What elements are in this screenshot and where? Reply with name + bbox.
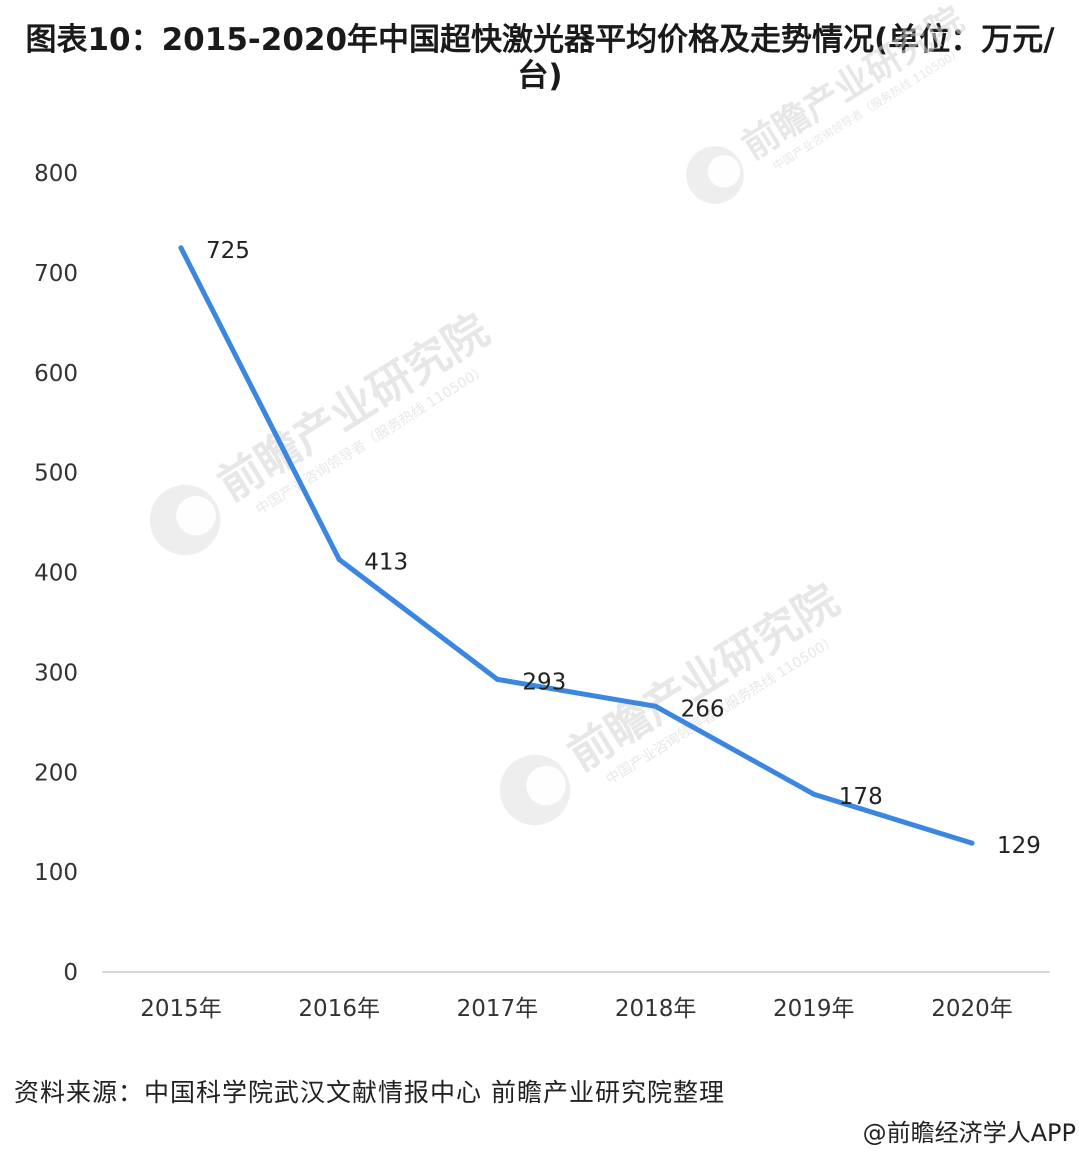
data-label: 413 — [364, 550, 408, 576]
y-tick-label: 300 — [34, 660, 78, 686]
watermark-logo-cutout — [176, 495, 216, 536]
watermark-name: 前瞻产业研究院 — [210, 305, 498, 511]
source-note: 资料来源：中国科学院武汉文献情报中心 前瞻产业研究院整理 — [14, 1078, 725, 1107]
data-point — [653, 703, 659, 709]
data-label: 178 — [839, 784, 883, 810]
credit-text: @前瞻经济学人APP — [862, 1119, 1076, 1147]
data-label: 129 — [997, 833, 1041, 859]
data-point — [969, 840, 975, 846]
y-tick-label: 500 — [34, 461, 78, 487]
series-line — [178, 245, 975, 846]
watermark-logo-cutout — [526, 765, 566, 806]
chart-title: 图表10：2015-2020年中国超快激光器平均价格及走势情况(单位：万元/台) — [25, 22, 1055, 94]
data-label: 266 — [681, 696, 725, 722]
y-axis: 0 100 200 300 400 500 600 700 800 — [34, 161, 78, 986]
y-tick-label: 700 — [34, 261, 78, 287]
data-label: 725 — [206, 238, 250, 264]
y-tick-label: 400 — [34, 561, 78, 587]
x-tick-label: 2019年 — [773, 996, 855, 1022]
x-tick-label: 2016年 — [298, 996, 380, 1022]
series-group — [178, 245, 975, 846]
x-tick-label: 2020年 — [931, 996, 1013, 1022]
data-point — [178, 245, 184, 251]
x-axis: 2015年 2016年 2017年 2018年 2019年 2020年 — [102, 971, 1050, 1022]
x-tick-label: 2015年 — [140, 996, 222, 1022]
data-point — [336, 557, 342, 563]
watermark-logo-cutout — [707, 155, 741, 188]
y-tick-label: 200 — [34, 760, 78, 786]
x-tick-label: 2017年 — [457, 996, 539, 1022]
y-tick-label: 100 — [34, 860, 78, 886]
y-tick-label: 600 — [34, 361, 78, 387]
y-tick-label: 800 — [34, 161, 78, 187]
x-tick-label: 2018年 — [615, 996, 697, 1022]
data-labels: 725 413 293 266 178 129 — [206, 238, 1041, 859]
data-point — [811, 791, 817, 797]
watermark-name: 前瞻产业研究院 — [560, 575, 848, 781]
data-label: 293 — [522, 669, 566, 695]
watermark-name: 前瞻产业研究院 — [735, 0, 970, 168]
y-tick-label: 0 — [63, 960, 78, 986]
data-point — [494, 676, 500, 682]
